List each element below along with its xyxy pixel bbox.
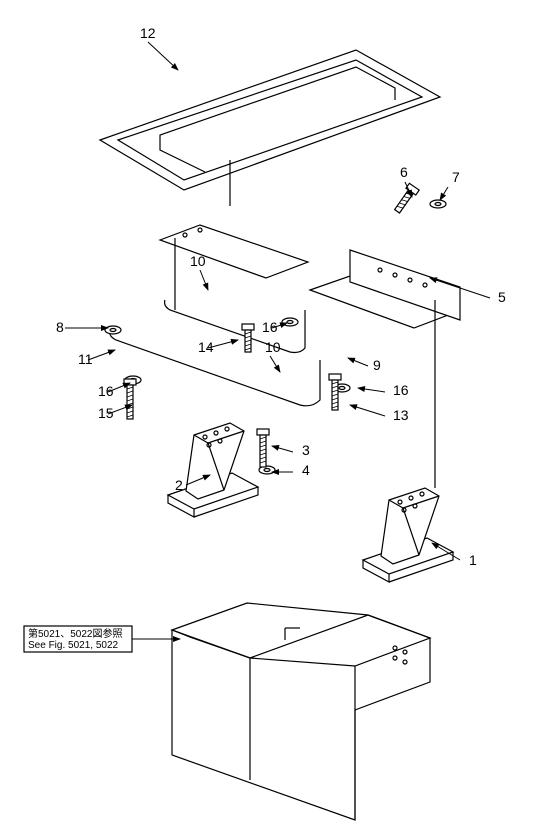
leader-c10a xyxy=(200,270,208,290)
leader-c9 xyxy=(348,358,368,366)
washer-w16b xyxy=(282,318,298,326)
leader-c7 xyxy=(440,187,448,200)
bolt-b14 xyxy=(242,324,254,352)
diagram-canvas: 第5021、5022図参照 See Fig. 5021, 5022 123456… xyxy=(0,0,557,838)
reference-note: 第5021、5022図参照 See Fig. 5021, 5022 xyxy=(24,626,180,652)
callout-c11: 11 xyxy=(78,351,93,367)
leader-c16c xyxy=(358,388,385,392)
part-fender xyxy=(172,603,430,820)
callout-c12: 12 xyxy=(140,25,156,41)
callout-c7: 7 xyxy=(452,169,460,185)
callout-c4: 4 xyxy=(302,462,310,478)
handrail-rear xyxy=(165,300,305,353)
leader-c10b xyxy=(270,356,280,372)
callout-c16b: 16 xyxy=(262,319,278,335)
bolt-b6 xyxy=(392,183,419,214)
callout-c8: 8 xyxy=(56,319,64,335)
callout-c16c: 16 xyxy=(393,382,409,398)
canopy-outer xyxy=(100,50,440,190)
fender-body xyxy=(172,615,430,820)
reference-line2: See Fig. 5021, 5022 xyxy=(28,640,119,651)
part-stand-left xyxy=(168,423,258,517)
callout-c1: 1 xyxy=(469,552,477,568)
frame-left-bracket xyxy=(160,225,308,278)
washer-w8 xyxy=(105,326,121,334)
leader-c12 xyxy=(148,42,178,70)
callout-c10b: 10 xyxy=(265,339,281,355)
callout-c9: 9 xyxy=(373,357,381,373)
callout-c5: 5 xyxy=(498,289,506,305)
callout-c13: 13 xyxy=(393,407,409,423)
callout-c3: 3 xyxy=(302,442,310,458)
callout-c14: 14 xyxy=(198,339,214,355)
callout-c15: 15 xyxy=(98,405,114,421)
callout-c2: 2 xyxy=(175,477,183,493)
leader-c3 xyxy=(272,446,293,452)
part-stand-right xyxy=(363,488,453,582)
part-handrails xyxy=(110,300,320,406)
callout-c10a: 10 xyxy=(190,253,206,269)
washers xyxy=(105,200,446,474)
bolt-b3 xyxy=(257,429,269,467)
part-canopy xyxy=(100,50,440,206)
washer-w7 xyxy=(430,200,446,208)
reference-line1: 第5021、5022図参照 xyxy=(28,627,123,640)
handrail-front xyxy=(110,330,320,406)
leader-c13 xyxy=(350,405,385,416)
callout-c16a: 16 xyxy=(98,383,114,399)
callout-c6: 6 xyxy=(400,164,408,180)
stands xyxy=(168,423,453,582)
